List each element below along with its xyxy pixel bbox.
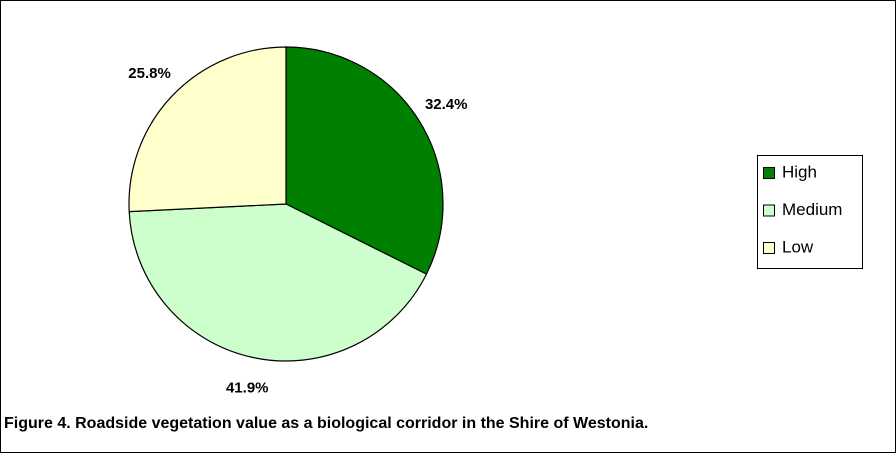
pie-slice: [285, 46, 444, 275]
data-label: 32.4%: [425, 96, 468, 113]
data-label: 41.9%: [226, 379, 269, 396]
legend-swatch: [763, 167, 775, 179]
legend-label: Low: [782, 237, 814, 256]
pie-slice: [128, 46, 287, 213]
legend-swatch: [763, 242, 775, 254]
legend-swatch: [763, 204, 775, 217]
legend-label: High: [782, 162, 817, 181]
legend-label: Medium: [782, 200, 842, 219]
caption: Figure 4. Roadside vegetation value as a…: [4, 415, 648, 432]
pie-slice: [128, 203, 428, 362]
data-label: 25.8%: [128, 65, 171, 82]
